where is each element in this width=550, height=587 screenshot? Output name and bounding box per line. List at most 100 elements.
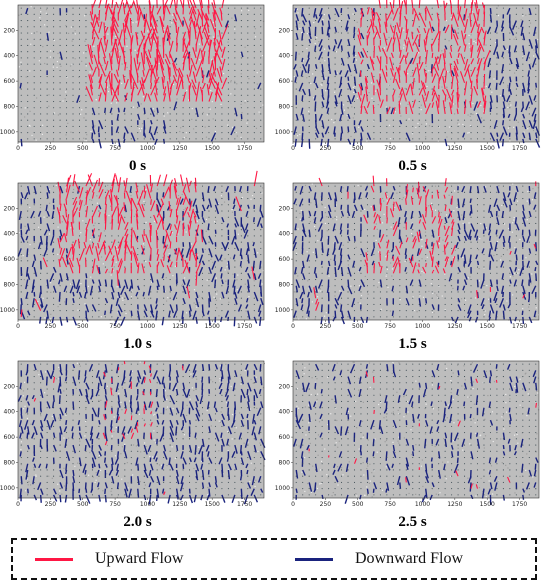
downward-flow-vector [40, 488, 44, 495]
background-speckle [370, 206, 372, 208]
downward-flow-vector [353, 204, 358, 212]
upward-flow-vector [168, 201, 171, 212]
background-speckle [67, 276, 70, 278]
downward-flow-vector [104, 107, 107, 114]
background-speckle [388, 124, 391, 126]
small-vector-dot [360, 210, 362, 212]
small-vector-dot [59, 419, 61, 421]
small-vector-dot [20, 388, 22, 390]
small-vector-dot [53, 185, 55, 187]
small-vector-dot [163, 297, 165, 299]
small-vector-dot [386, 125, 388, 127]
downward-flow-vector [489, 242, 493, 250]
downward-flow-vector [72, 469, 75, 477]
upward-flow-vector [148, 261, 152, 268]
background-speckle [407, 103, 409, 105]
small-vector-dot [33, 481, 35, 483]
upward-flow-vector [444, 24, 450, 34]
upward-flow-vector [104, 268, 108, 274]
background-speckle [43, 216, 45, 218]
downward-flow-vector [64, 438, 68, 448]
background-speckle [388, 241, 390, 243]
background-speckle [157, 188, 159, 190]
small-vector-dot [341, 216, 343, 218]
small-vector-dot [59, 450, 61, 452]
small-vector-dot [470, 216, 472, 218]
small-vector-dot [240, 100, 242, 103]
upward-flow-vector [221, 23, 229, 40]
small-vector-dot [464, 191, 466, 193]
downward-flow-vector [124, 279, 129, 290]
downward-flow-vector [397, 217, 401, 227]
upward-flow-vector [370, 19, 375, 34]
upward-flow-vector [89, 84, 93, 96]
small-vector-dot [253, 310, 255, 312]
small-vector-dot [247, 82, 249, 84]
small-vector-dot [341, 51, 343, 53]
upward-flow-vector [473, 13, 479, 27]
upward-flow-vector [189, 64, 193, 77]
small-vector-dot [234, 113, 236, 115]
downward-flow-vector [43, 304, 48, 313]
small-vector-dot [182, 119, 184, 121]
downward-flow-vector [463, 254, 467, 264]
small-vector-dot [46, 20, 48, 22]
background-speckle [35, 474, 37, 476]
small-vector-dot [308, 7, 310, 9]
background-speckle [477, 249, 480, 251]
downward-flow-vector [124, 291, 130, 301]
small-vector-dot [98, 229, 100, 231]
small-vector-dot [509, 310, 511, 312]
small-vector-dot [201, 132, 204, 134]
background-speckle [324, 60, 326, 62]
upward-flow-vector [66, 177, 70, 193]
background-speckle [65, 24, 67, 27]
small-vector-dot [464, 291, 466, 293]
small-vector-dot [253, 132, 255, 134]
downward-flow-vector [123, 132, 126, 139]
downward-flow-vector [123, 107, 126, 113]
downward-flow-vector [533, 113, 537, 122]
small-vector-dot [509, 285, 511, 287]
background-speckle [171, 232, 173, 234]
upward-flow-vector [150, 76, 160, 96]
small-vector-dot [33, 272, 35, 274]
small-vector-dot [247, 69, 249, 71]
small-vector-dot [328, 38, 330, 40]
small-vector-dot [353, 113, 356, 115]
background-speckle [190, 243, 193, 245]
background-speckle [462, 256, 464, 259]
small-vector-dot [353, 278, 356, 281]
small-vector-dot [33, 132, 35, 134]
small-vector-dot [522, 7, 524, 9]
downward-flow-vector [463, 235, 467, 241]
upward-flow-vector [366, 22, 373, 34]
small-vector-dot [373, 297, 375, 299]
downward-flow-vector [461, 185, 466, 193]
background-speckle [83, 290, 85, 292]
small-vector-dot [78, 69, 81, 71]
small-vector-dot [27, 13, 29, 15]
upward-flow-vector [111, 4, 117, 21]
upward-flow-vector [395, 201, 401, 212]
small-vector-dot [489, 191, 491, 193]
upward-flow-vector [425, 73, 428, 83]
background-speckle [299, 133, 301, 136]
upward-flow-vector [453, 60, 459, 71]
small-vector-dot [27, 100, 29, 103]
small-vector-dot [46, 132, 48, 134]
small-vector-dot [27, 76, 29, 78]
small-vector-dot [418, 291, 420, 293]
small-vector-dot [334, 51, 336, 53]
small-vector-dot [464, 138, 466, 140]
downward-flow-vector [483, 185, 487, 193]
small-vector-dot [221, 119, 223, 121]
downward-flow-vector [156, 279, 160, 288]
upward-flow-vector [111, 268, 114, 274]
plot-frame [17, 182, 265, 321]
downward-flow-vector [313, 210, 317, 217]
downward-flow-vector [156, 285, 159, 291]
background-speckle [230, 80, 232, 82]
background-speckle [526, 219, 528, 221]
background-speckle [239, 374, 242, 376]
